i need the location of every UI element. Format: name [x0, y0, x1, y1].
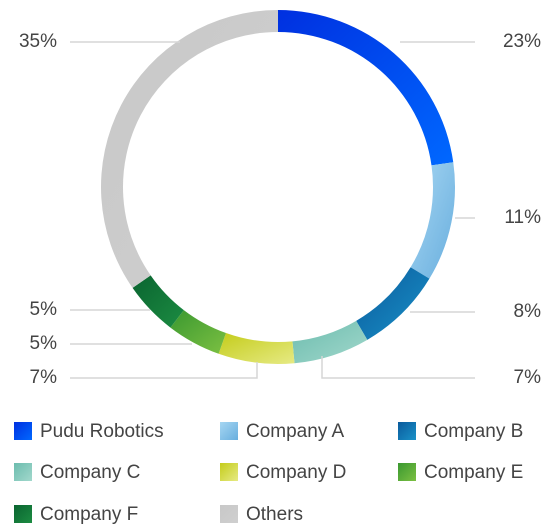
data-label: 35% [19, 31, 57, 52]
data-label: 5% [30, 299, 58, 320]
data-label: 8% [514, 301, 542, 322]
leader-line [321, 356, 475, 379]
donut-segment [132, 275, 184, 328]
data-label: 7% [30, 367, 58, 388]
data-label: 23% [503, 31, 541, 52]
donut-segment [356, 267, 430, 340]
legend-label: Pudu Robotics [40, 421, 164, 442]
legend-label: Company F [40, 504, 138, 525]
donut-segment [170, 310, 226, 354]
legend-swatch [398, 422, 416, 440]
leader-line [70, 362, 258, 379]
legend-label: Company E [424, 462, 523, 483]
legend-label: Company A [246, 421, 345, 442]
legend-swatch [14, 463, 32, 481]
donut-segment [410, 162, 455, 279]
legend-swatch [14, 422, 32, 440]
legend-swatch [220, 505, 238, 523]
legend-label: Company C [40, 462, 140, 483]
legend-swatch [220, 463, 238, 481]
data-label: 11% [504, 207, 541, 228]
donut-segment [278, 10, 454, 166]
donut-segment [218, 333, 295, 364]
donut-segment [101, 10, 279, 288]
donut-segment [292, 320, 368, 364]
legend-label: Others [246, 504, 303, 525]
legend-label: Company B [424, 421, 523, 442]
data-label: 5% [30, 333, 58, 354]
legend-label: Company D [246, 462, 346, 483]
data-label: 7% [514, 367, 542, 388]
legend-swatch [220, 422, 238, 440]
legend-swatch [398, 463, 416, 481]
legend-swatch [14, 505, 32, 523]
